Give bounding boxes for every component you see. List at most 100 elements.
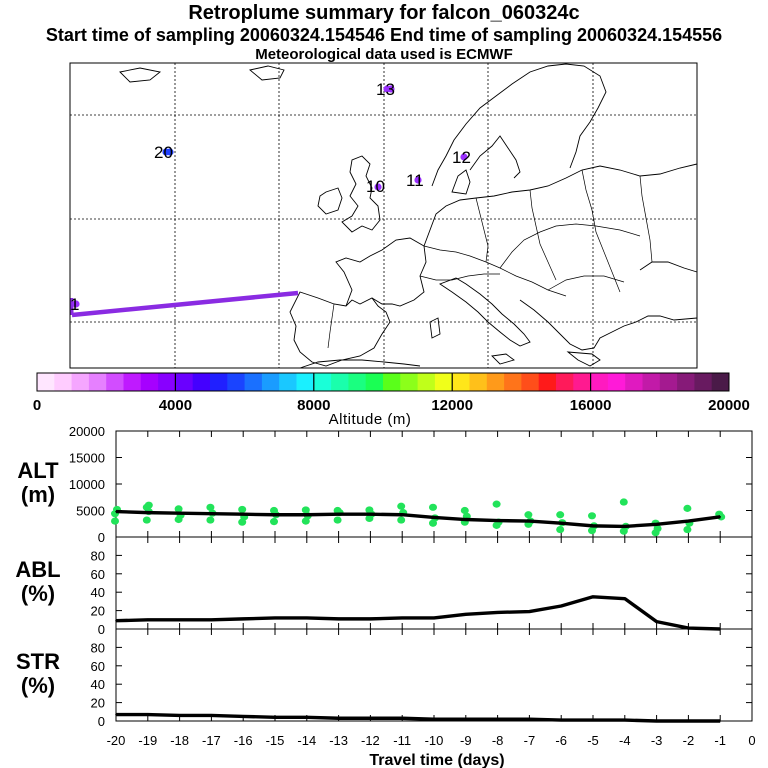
colorbar-swatch-12 [244, 373, 263, 391]
ALT-scatter-14-2 [556, 525, 565, 534]
ABL-point--3 [655, 620, 658, 623]
map-label-20: 20 [154, 143, 173, 162]
ALT-scatter-4-2 [238, 518, 247, 526]
colorbar-swatch-6 [140, 373, 159, 391]
ALT-scatter-10-0 [429, 503, 437, 511]
colorbar-swatch-31 [573, 373, 592, 391]
colorbar-swatch-24 [452, 373, 470, 391]
ALT-point--15 [274, 513, 276, 516]
ABL-ylabel-40: 40 [91, 585, 105, 600]
colorbar-swatch-1 [54, 373, 73, 391]
STR-point--20 [115, 713, 117, 716]
colorbar-swatch-32 [590, 373, 609, 391]
xtick-label--1: -1 [714, 733, 726, 748]
ALT-scatter-16-2 [619, 527, 628, 535]
colorbar-swatch-2 [71, 373, 90, 391]
xtick-label--11: -11 [393, 733, 411, 748]
xtick-label--17: -17 [202, 733, 221, 748]
ALT-point--16 [242, 513, 244, 516]
colorbar-swatch-36 [659, 373, 678, 391]
ABL-point--13 [337, 618, 340, 620]
colorbar-swatch-27 [504, 373, 522, 391]
ALT-point--3 [655, 523, 658, 526]
xtick-label--15: -15 [266, 733, 285, 748]
ALT-point--7 [528, 520, 531, 522]
ALT-ylabel-20000: 20000 [69, 424, 105, 439]
colorbar-swatch-26 [486, 373, 505, 391]
STR-point--12 [369, 717, 372, 720]
STR-point--9 [465, 718, 467, 720]
colorbar-swatch-4 [106, 373, 124, 391]
STR-point--18 [178, 714, 181, 717]
ALT-scatter-15-0 [588, 512, 596, 520]
map-label-13: 13 [376, 80, 395, 99]
colorbar-swatch-37 [677, 373, 695, 391]
colorbar-swatch-5 [123, 373, 142, 391]
xtick-label--10: -10 [425, 733, 444, 748]
ALT-scatter-11-0 [460, 506, 469, 515]
ALT-ylabel-5000: 5000 [76, 504, 105, 519]
STR-point--3 [655, 720, 658, 722]
colorbar-swatch-15 [296, 373, 315, 391]
borders [327, 169, 653, 349]
ALT-point--2 [687, 520, 690, 522]
ALT-point--6 [560, 522, 562, 525]
map-label-10: 10 [366, 177, 385, 196]
timeseries-panels: 20000150001000050000ALT(m)806040200ABL(%… [15, 424, 755, 768]
STR-point--7 [528, 718, 531, 720]
colorbar-swatch-3 [88, 373, 107, 391]
ALT-scatter-16-0 [619, 498, 628, 506]
STR-axis-title-0: STR [16, 649, 60, 674]
ABL-point--2 [687, 627, 690, 629]
colorbar-swatch-34 [625, 373, 643, 391]
ALT-scatter-17-2 [651, 529, 660, 537]
ABL-point--5 [592, 596, 594, 598]
xtick-label--7: -7 [524, 733, 536, 748]
ALT-point--5 [592, 525, 594, 527]
STR-point--5 [592, 719, 594, 721]
colorbar-swatch-0 [37, 373, 55, 391]
xtick-label--8: -8 [492, 733, 504, 748]
chart-title: Retroplume summary for falcon_060324c [188, 2, 580, 24]
xtick-label--3: -3 [651, 733, 663, 748]
colorbar-swatch-21 [400, 373, 419, 391]
colorbar-swatch-14 [279, 373, 297, 391]
panel-STR: 80 60 40 20 0 STR(%) [16, 628, 753, 729]
STR-ylabel-80: 80 [91, 640, 105, 655]
xtick-label--12: -12 [361, 733, 380, 748]
ALT-axis-title-1: (m) [21, 482, 55, 507]
colorbar-swatch-22 [417, 373, 436, 391]
ALT-axis-title-0: ALT [17, 458, 59, 483]
xtick-label--16: -16 [234, 733, 253, 748]
colorbar-swatch-8 [175, 373, 194, 391]
ALT-point--4 [624, 525, 626, 528]
panel-ABL: 80 60 40 20 0 ABL(%) [15, 536, 753, 637]
ALT-scatter-13-0 [524, 511, 533, 519]
STR-point--11 [401, 717, 404, 720]
colorbar-swatch-16 [313, 373, 332, 391]
colorbar-swatch-38 [694, 373, 713, 391]
ABL-axis-title-0: ABL [15, 557, 60, 582]
ALT-point--17 [210, 512, 213, 515]
colorbar-tick-4000: 4000 [159, 397, 192, 414]
STR-ylabel-0: 0 [98, 714, 105, 729]
colorbar-swatch-20 [383, 373, 401, 391]
xtick-label--5: -5 [587, 733, 599, 748]
xtick-label--19: -19 [138, 733, 157, 748]
STR-series-line [116, 712, 721, 723]
STR-point--17 [210, 714, 213, 717]
ALT-point--9 [465, 518, 467, 521]
ABL-point--11 [401, 617, 404, 619]
ALT-scatter-2-0 [174, 505, 183, 513]
STR-point--8 [496, 718, 499, 720]
map-label-11: 11 [406, 171, 424, 190]
STR-point--15 [274, 716, 276, 719]
STR-ylabel-20: 20 [91, 696, 105, 711]
ALT-scatter-4-0 [238, 505, 247, 514]
ALT-scatter-7-2 [333, 516, 342, 524]
ALT-scatter-3-0 [206, 503, 215, 511]
map-label-1: 1 [70, 295, 79, 314]
colorbar-swatch-28 [521, 373, 540, 391]
ALT-scatter-9-0 [397, 502, 406, 510]
